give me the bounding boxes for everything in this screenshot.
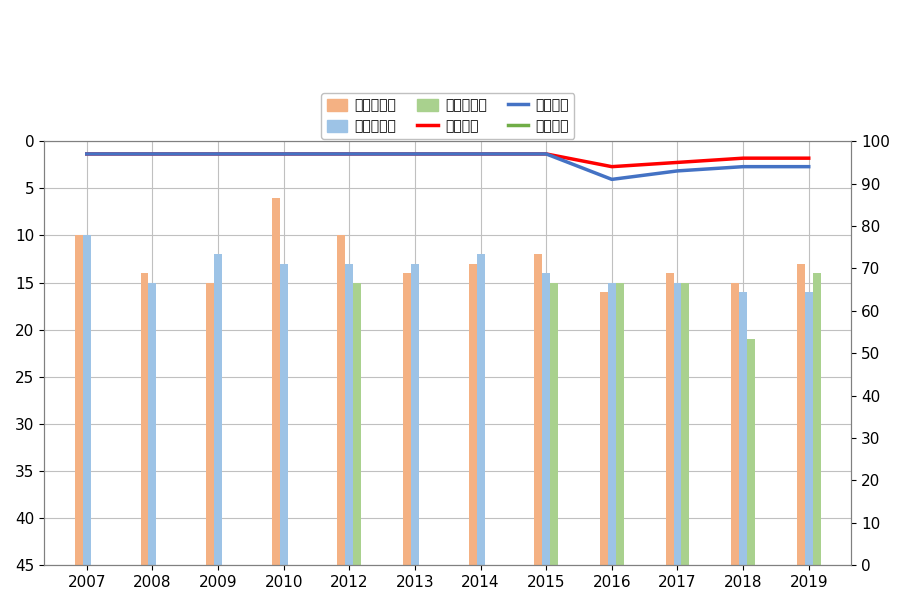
Bar	[477, 254, 484, 565]
Bar	[542, 273, 550, 565]
Bar	[608, 283, 615, 565]
Bar	[797, 264, 805, 565]
Bar	[280, 264, 288, 565]
Bar	[346, 264, 353, 565]
Bar	[353, 283, 361, 565]
Bar	[83, 235, 91, 565]
Bar	[805, 292, 813, 565]
Bar	[206, 283, 214, 565]
Bar	[739, 292, 747, 565]
Bar	[600, 292, 608, 565]
Bar	[272, 198, 280, 565]
Bar	[813, 273, 821, 565]
Bar	[75, 235, 83, 565]
Bar	[140, 273, 148, 565]
Bar	[731, 283, 739, 565]
Bar	[615, 283, 624, 565]
Bar	[469, 264, 477, 565]
Bar	[681, 283, 690, 565]
Bar	[666, 273, 673, 565]
Bar	[534, 254, 542, 565]
Bar	[214, 254, 222, 565]
Bar	[338, 235, 346, 565]
Bar	[411, 264, 419, 565]
Bar	[550, 283, 558, 565]
Bar	[673, 283, 681, 565]
Bar	[148, 283, 157, 565]
Bar	[403, 273, 411, 565]
Legend: 国語正答率, 算数正答率, 理科正答率, 国語順位, 算数順位, 理科順位: 国語正答率, 算数正答率, 理科正答率, 国語順位, 算数順位, 理科順位	[321, 93, 575, 139]
Bar	[747, 339, 755, 565]
